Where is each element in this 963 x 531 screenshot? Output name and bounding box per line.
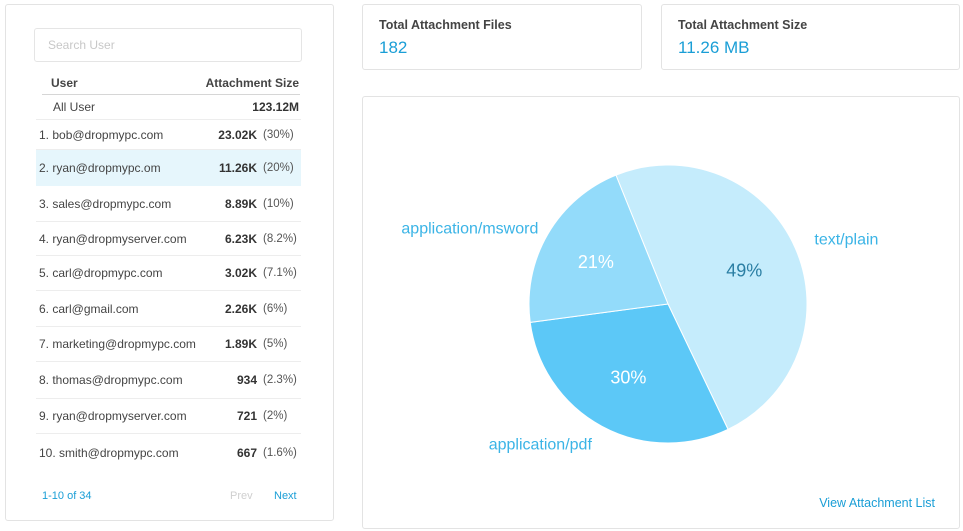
user-email: 8. thomas@dropmypc.com <box>39 373 183 387</box>
table-row[interactable]: 10. smith@dropmypc.com 667 (1.6%) <box>36 434 301 472</box>
view-attachment-list-link[interactable]: View Attachment List <box>819 496 935 510</box>
attachment-percent: (8.2%) <box>263 232 297 245</box>
attachment-percent: (2%) <box>263 410 288 422</box>
attachment-type-pie-chart: 49% text/plain 30% application/pdf 21% applic… <box>401 164 878 454</box>
attachment-size: 11.26K <box>218 160 257 175</box>
total-size-value: 11.26 MB <box>678 38 750 57</box>
attachment-size: 6.23K <box>224 231 257 246</box>
total-files-card: Total Attachment Files 182 <box>362 4 642 70</box>
table-row[interactable]: 4. ryan@dropmyserver.com 6.23K (8.2%) <box>36 222 301 256</box>
user-email: 9. ryan@dropmyserver.com <box>39 409 187 423</box>
user-email: 7. marketing@dropmypc.com <box>39 337 196 351</box>
table-row-selected[interactable]: 2. ryan@dropmypc.om 11.26K (20%) <box>36 150 301 186</box>
user-attachment-panel: User Attachment Size All User 123.12M 1.… <box>5 4 334 521</box>
pie-slice-application-msword[interactable] <box>528 174 669 323</box>
table-row[interactable]: 5. carl@dropmypc.com 3.02K (7.1%) <box>36 256 301 291</box>
table-row[interactable]: 9. ryan@dropmyserver.com 721 (2%) <box>36 399 301 434</box>
table-row[interactable]: 1. bob@dropmypc.com 23.02K (30%) <box>36 120 301 150</box>
attachment-size: 667 <box>236 446 257 460</box>
pie-category-label-text-plain: text/plain <box>814 231 878 248</box>
attachment-size: 934 <box>236 373 257 387</box>
pie-slice-application-pdf[interactable] <box>529 303 729 444</box>
total-files-value: 182 <box>379 38 408 57</box>
attachment-size: 721 <box>236 409 257 423</box>
user-email: 4. ryan@dropmyserver.com <box>39 231 187 246</box>
table-row[interactable]: 8. thomas@dropmypc.com 934 (2.3%) <box>36 362 301 399</box>
user-email: 6. carl@gmail.com <box>39 301 139 316</box>
pagination-range: 1-10 of 34 <box>42 490 92 502</box>
all-users-size: 123.12M <box>252 100 299 114</box>
column-header-attachment-size: Attachment Size <box>205 76 299 90</box>
column-header-user: User <box>51 76 78 90</box>
attachment-percent: (10%) <box>263 198 294 210</box>
attachment-percent: (6%) <box>263 302 288 315</box>
all-users-label: All User <box>53 100 96 114</box>
pie-value-label-application-msword: 21% <box>578 252 614 272</box>
pie-value-label-text-plain: 49% <box>726 260 762 280</box>
total-size-label: Total Attachment Size <box>678 18 808 32</box>
attachment-size: 1.89K <box>224 337 257 351</box>
user-email: 5. carl@dropmypc.com <box>39 266 163 280</box>
attachment-percent: (20%) <box>263 161 294 174</box>
user-email: 1. bob@dropmypc.com <box>39 127 164 142</box>
attachment-size: 23.02K <box>218 127 257 142</box>
total-size-card: Total Attachment Size 11.26 MB <box>661 4 960 70</box>
attachment-percent: (5%) <box>263 338 288 350</box>
attachment-size: 2.26K <box>224 301 257 316</box>
attachment-percent: (2.3%) <box>263 374 297 386</box>
attachment-size: 3.02K <box>224 266 257 280</box>
pie-category-label-application-msword: application/msword <box>401 221 538 238</box>
attachment-size: 8.89K <box>224 197 257 211</box>
attachment-percent: (30%) <box>263 128 294 141</box>
user-email: 2. ryan@dropmypc.om <box>39 160 161 175</box>
total-files-label: Total Attachment Files <box>379 18 512 32</box>
attachment-percent: (7.1%) <box>263 267 297 279</box>
table-row[interactable]: 7. marketing@dropmypc.com 1.89K (5%) <box>36 327 301 362</box>
all-users-row: All User 123.12M <box>36 95 301 120</box>
table-row[interactable]: 3. sales@dropmypc.com 8.89K (10%) <box>36 187 301 222</box>
user-email: 10. smith@dropmypc.com <box>39 446 179 460</box>
pagination-next-button[interactable]: Next <box>274 490 297 502</box>
attachment-type-chart-card: 49% text/plain 30% application/pdf 21% applic… <box>362 96 960 529</box>
pie-value-label-application-pdf: 30% <box>610 367 646 387</box>
user-email: 3. sales@dropmypc.com <box>39 197 172 211</box>
pie-slice-text-plain[interactable] <box>615 164 808 431</box>
table-header: User Attachment Size <box>42 69 300 95</box>
attachment-percent: (1.6%) <box>263 447 297 459</box>
table-row[interactable]: 6. carl@gmail.com 2.26K (6%) <box>36 291 301 327</box>
search-user-input[interactable] <box>34 28 302 62</box>
pagination-prev-button[interactable]: Prev <box>230 490 253 502</box>
pie-category-label-application-pdf: application/pdf <box>489 437 593 454</box>
